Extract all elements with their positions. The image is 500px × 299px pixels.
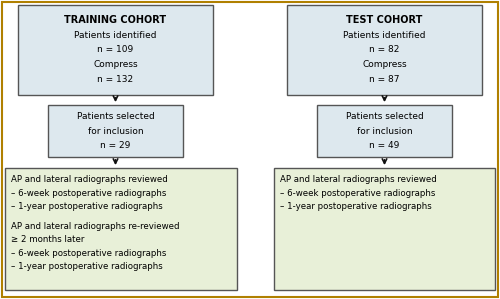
Text: ≥ 2 months later: ≥ 2 months later xyxy=(11,235,85,244)
Text: AP and lateral radiographs reviewed: AP and lateral radiographs reviewed xyxy=(280,175,437,184)
FancyBboxPatch shape xyxy=(317,105,452,157)
FancyBboxPatch shape xyxy=(287,5,482,95)
FancyBboxPatch shape xyxy=(274,168,495,290)
Text: – 1-year postoperative radiographs: – 1-year postoperative radiographs xyxy=(280,202,432,211)
Text: n = 132: n = 132 xyxy=(98,75,134,84)
Text: AP and lateral radiographs reviewed: AP and lateral radiographs reviewed xyxy=(11,175,168,184)
FancyBboxPatch shape xyxy=(48,105,183,157)
Text: Compress: Compress xyxy=(93,60,138,69)
Text: – 1-year postoperative radiographs: – 1-year postoperative radiographs xyxy=(11,262,163,271)
Text: Patients identified: Patients identified xyxy=(343,31,426,40)
FancyBboxPatch shape xyxy=(18,5,213,95)
Text: – 6-week postoperative radiographs: – 6-week postoperative radiographs xyxy=(11,188,166,198)
Text: Patients identified: Patients identified xyxy=(74,31,157,40)
Text: n = 87: n = 87 xyxy=(369,75,400,84)
Text: – 6-week postoperative radiographs: – 6-week postoperative radiographs xyxy=(280,188,436,198)
Text: – 1-year postoperative radiographs: – 1-year postoperative radiographs xyxy=(11,202,163,211)
Text: Patients selected: Patients selected xyxy=(76,112,154,121)
Text: for inclusion: for inclusion xyxy=(88,126,144,135)
Text: Compress: Compress xyxy=(362,60,407,69)
Text: Patients selected: Patients selected xyxy=(346,112,424,121)
Text: – 6-week postoperative radiographs: – 6-week postoperative radiographs xyxy=(11,248,166,257)
Text: TEST COHORT: TEST COHORT xyxy=(346,16,422,25)
Text: n = 109: n = 109 xyxy=(98,45,134,54)
Text: n = 29: n = 29 xyxy=(100,141,130,150)
Text: AP and lateral radiographs re-reviewed: AP and lateral radiographs re-reviewed xyxy=(11,222,179,231)
Text: n = 82: n = 82 xyxy=(370,45,400,54)
FancyBboxPatch shape xyxy=(5,168,237,290)
Text: for inclusion: for inclusion xyxy=(356,126,412,135)
Text: n = 49: n = 49 xyxy=(370,141,400,150)
Text: TRAINING COHORT: TRAINING COHORT xyxy=(64,16,166,25)
